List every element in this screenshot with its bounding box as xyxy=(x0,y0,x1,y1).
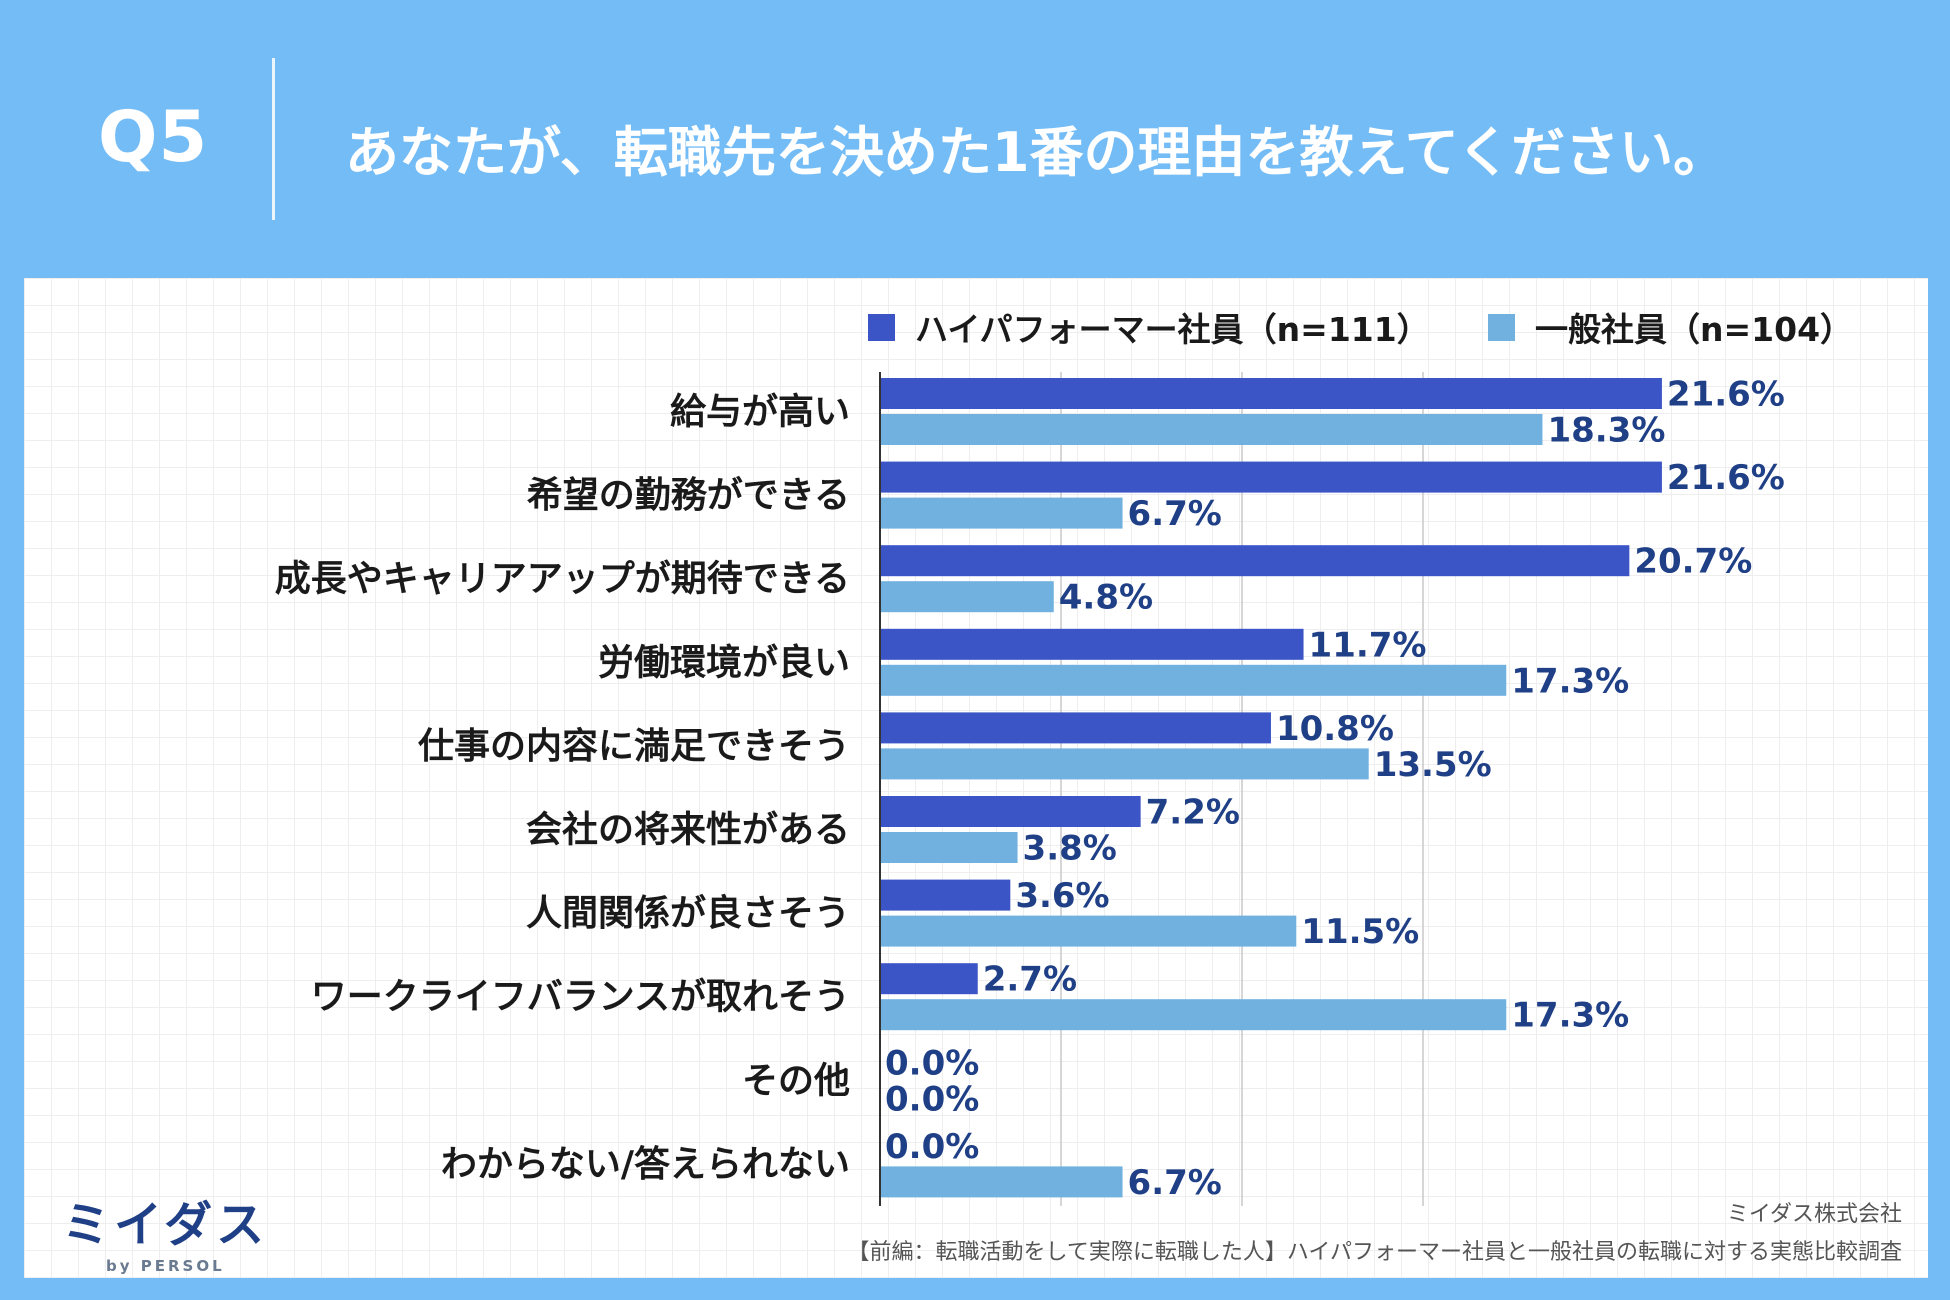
category-label: 人間関係が良さそう xyxy=(526,893,850,934)
category-label: 成長やキャリアアップが期待できる xyxy=(275,559,850,600)
bar xyxy=(880,378,1662,409)
category-label: わからない/答えられない xyxy=(441,1144,850,1185)
logo: ミイダス by PERSOL xyxy=(62,1185,268,1275)
bar xyxy=(880,963,978,995)
value-label: 11.7% xyxy=(1309,625,1427,665)
header-divider xyxy=(272,58,275,220)
value-label: 13.5% xyxy=(1374,745,1492,785)
value-label: 21.6% xyxy=(1667,458,1785,498)
question-number: Q5 xyxy=(98,96,209,178)
value-label: 7.2% xyxy=(1146,793,1240,833)
bar xyxy=(880,999,1507,1031)
value-label: 3.8% xyxy=(1023,829,1117,869)
question-title: あなたが、転職先を決めた1番の理由を教えてください。 xyxy=(345,121,1728,184)
value-label: 0.0% xyxy=(885,1079,979,1119)
bar xyxy=(880,832,1018,863)
legend-item-high-performer: ハイパフォーマー社員（n=111） xyxy=(868,305,1430,349)
legend-label-general: 一般社員（n=104） xyxy=(1535,310,1854,349)
value-label: 10.8% xyxy=(1276,709,1394,749)
value-label: 11.5% xyxy=(1301,912,1419,952)
value-label: 3.6% xyxy=(1015,876,1109,916)
legend-item-general: 一般社員（n=104） xyxy=(1488,305,1853,349)
bar xyxy=(880,628,1304,660)
bar xyxy=(880,664,1507,696)
category-label: 会社の将来性がある xyxy=(526,810,850,851)
source-note: 【前編：転職活動をして実際に転職した人】ハイパフォーマー社員と一般社員の転職に対… xyxy=(847,1240,1902,1265)
category-label: 労働環境が良い xyxy=(598,642,850,683)
category-label: 給与が高い xyxy=(670,392,850,433)
value-label: 17.3% xyxy=(1511,996,1629,1036)
value-label: 4.8% xyxy=(1059,578,1153,618)
value-label: 6.7% xyxy=(1128,1163,1222,1203)
value-label: 17.3% xyxy=(1511,661,1629,701)
bar xyxy=(880,497,1123,529)
bar xyxy=(880,414,1543,445)
bar xyxy=(880,748,1369,780)
bar xyxy=(880,1166,1123,1198)
value-label: 21.6% xyxy=(1667,375,1785,415)
category-label: その他 xyxy=(742,1060,850,1101)
bar xyxy=(880,461,1662,493)
chart-panel xyxy=(24,278,1928,1278)
bar xyxy=(880,915,1297,947)
bar xyxy=(880,581,1054,613)
legend-label-high-performer: ハイパフォーマー社員（n=111） xyxy=(915,310,1430,349)
value-label: 18.3% xyxy=(1547,411,1665,451)
logo-subtext: by PERSOL xyxy=(106,1257,225,1275)
category-label: 希望の勤務ができる xyxy=(527,475,850,516)
value-label: 0.0% xyxy=(885,1043,979,1083)
logo-text: ミイダス xyxy=(62,1197,269,1253)
company-name: ミイダス株式会社 xyxy=(1726,1202,1902,1227)
header: Q5 あなたが、転職先を決めた1番の理由を教えてください。 xyxy=(0,0,1950,275)
legend-swatch-general xyxy=(1488,313,1515,341)
legend-swatch-high-performer xyxy=(868,313,895,341)
value-label: 20.7% xyxy=(1634,542,1752,582)
bar xyxy=(880,879,1011,911)
value-label: 2.7% xyxy=(983,960,1077,1000)
bar xyxy=(880,796,1141,827)
category-label: ワークライフバランスが取れそう xyxy=(311,977,850,1018)
value-label: 6.7% xyxy=(1128,494,1222,534)
bar xyxy=(880,712,1271,744)
bar xyxy=(880,545,1630,577)
value-label: 0.0% xyxy=(885,1127,979,1167)
category-label: 仕事の内容に満足できそう xyxy=(418,726,850,767)
